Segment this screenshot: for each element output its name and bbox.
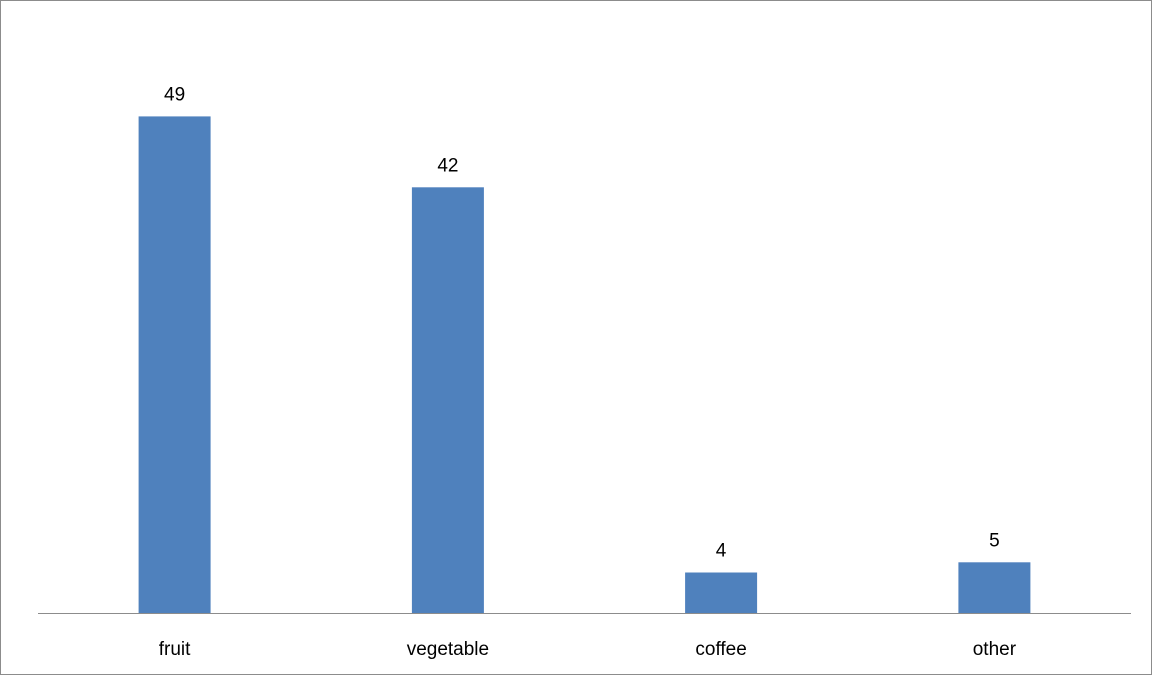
data-label-coffee: 4 [716, 541, 727, 562]
data-label-fruit: 49 [164, 84, 185, 105]
bar-other [958, 562, 1031, 613]
x-tick-label-other: other [973, 639, 1017, 660]
data-labels-group: 49 42 4 5 [164, 84, 1000, 561]
x-tick-label-coffee: coffee [695, 639, 746, 660]
bar-fruit [138, 116, 211, 614]
data-label-vegetable: 42 [437, 155, 458, 176]
x-tick-label-vegetable: vegetable [407, 639, 489, 660]
bars-group [138, 116, 1031, 614]
x-tick-label-fruit: fruit [159, 639, 191, 660]
data-label-other: 5 [989, 530, 1000, 551]
x-tick-labels-group: fruit vegetable coffee other [159, 639, 1017, 660]
bar-coffee [685, 572, 758, 613]
bar-vegetable [411, 187, 484, 614]
